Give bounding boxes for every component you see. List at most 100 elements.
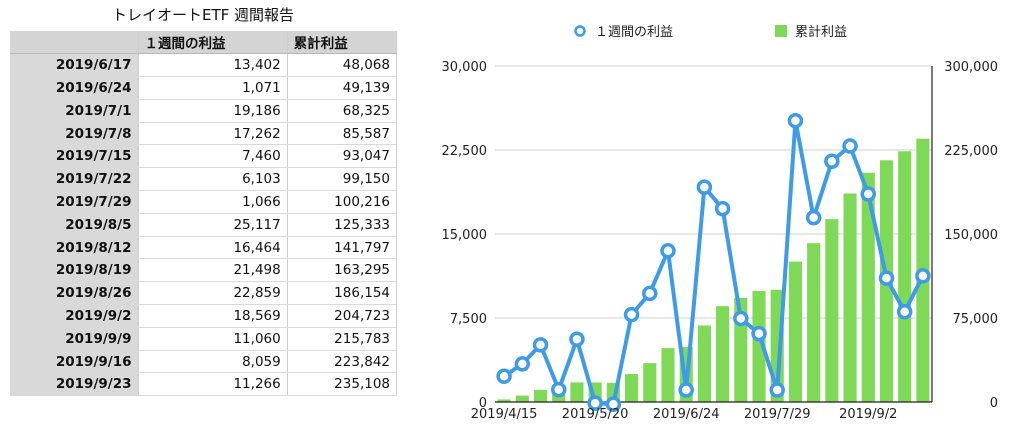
row-weekly-profit: 6,103	[138, 167, 288, 192]
bar	[716, 306, 730, 402]
table-row: 2019/7/22 6,103 99,150	[10, 167, 398, 192]
line-point	[769, 382, 785, 398]
row-date: 2019/8/5	[10, 213, 139, 237]
line-point	[696, 179, 713, 195]
legend-bar-swatch	[775, 25, 787, 37]
table-row: 2019/9/9 11,060 215,783	[10, 327, 398, 351]
bar	[515, 395, 529, 402]
bar	[697, 325, 711, 402]
line-point	[915, 268, 931, 284]
bar	[625, 374, 639, 402]
legend-line-marker	[574, 25, 586, 37]
line-point	[496, 368, 512, 384]
y-left-tick-label: 22,500	[442, 144, 488, 159]
row-cumulative-profit: 85,587	[287, 122, 398, 146]
row-weekly-profit: 17,262	[138, 122, 288, 146]
line-point	[623, 306, 640, 323]
line-point	[824, 153, 840, 169]
bar	[643, 363, 657, 402]
table-header-row: １週間の利益 累計利益	[10, 31, 398, 55]
table-row: 2019/6/17 13,402 48,068	[10, 53, 398, 78]
row-weekly-profit: 21,498	[138, 258, 288, 283]
row-date: 2019/8/12	[10, 236, 139, 260]
x-tick-label: 2019/9/2	[839, 407, 897, 422]
bar	[898, 151, 912, 402]
row-weekly-profit: 22,859	[138, 281, 288, 306]
weekly-report-table: １週間の利益 累計利益 2019/6/17 13,402 48,068 2019/6/…	[10, 31, 398, 397]
table-row: 2019/8/26 22,859 186,154	[10, 281, 398, 306]
table-row: 2019/8/12 16,464 141,797	[10, 236, 398, 260]
line-point	[751, 325, 767, 342]
row-cumulative-profit: 163,295	[287, 258, 398, 283]
row-date: 2019/9/16	[10, 350, 139, 374]
y-left-tick-label: 15,000	[442, 228, 488, 243]
y-right-tick-label: 150,000	[944, 228, 998, 243]
row-cumulative-profit: 223,842	[287, 350, 398, 374]
row-date: 2019/9/9	[10, 327, 139, 351]
row-weekly-profit: 11,266	[138, 372, 288, 397]
line-point	[514, 356, 531, 372]
row-cumulative-profit: 186,154	[287, 281, 398, 306]
bar	[807, 243, 821, 402]
y-right-tick-label: 300,000	[944, 60, 998, 75]
row-weekly-profit: 25,117	[138, 213, 288, 237]
table-row: 2019/9/2 18,569 204,723	[10, 304, 398, 328]
line-point	[587, 395, 603, 411]
bar	[843, 193, 857, 402]
row-date: 2019/7/22	[10, 167, 139, 192]
bar	[497, 399, 511, 402]
row-date: 2019/6/17	[10, 53, 139, 78]
y-right-tick-label: 0	[990, 396, 998, 411]
line-point	[805, 209, 822, 226]
row-date: 2019/9/2	[10, 304, 139, 328]
y-left-tick-label: 7,500	[450, 312, 487, 327]
line-point	[605, 396, 622, 412]
x-tick-label: 2019/7/29	[744, 407, 811, 422]
row-date: 2019/7/29	[10, 190, 139, 214]
line-point	[678, 382, 694, 398]
row-date: 2019/7/15	[10, 144, 139, 169]
row-date: 2019/7/1	[10, 99, 139, 123]
row-cumulative-profit: 93,047	[287, 144, 398, 169]
table-row: 2019/7/1 19,186 68,325	[10, 99, 398, 123]
bar	[570, 382, 584, 402]
y-left-tick-label: 0	[479, 396, 487, 411]
row-cumulative-profit: 204,723	[287, 304, 398, 328]
table-title: トレイオートETF 週間報告	[111, 6, 295, 24]
row-weekly-profit: 1,071	[138, 76, 288, 100]
bar	[661, 348, 675, 402]
line-point	[569, 331, 585, 348]
row-cumulative-profit: 235,108	[287, 372, 398, 397]
bar	[825, 219, 839, 402]
header-cumulative-profit: 累計利益	[287, 31, 398, 55]
row-cumulative-profit: 141,797	[287, 236, 398, 260]
row-weekly-profit: 16,464	[138, 236, 288, 260]
line-point	[733, 310, 749, 327]
table-row: 2019/7/15 7,460 93,047	[10, 144, 398, 169]
y-right-tick-label: 225,000	[944, 144, 998, 159]
line-point	[787, 112, 804, 129]
row-cumulative-profit: 49,139	[287, 76, 398, 100]
y-left-tick-label: 30,000	[442, 60, 488, 75]
line-point	[878, 270, 895, 286]
row-date: 2019/7/8	[10, 122, 139, 146]
table-row: 2019/6/24 1,071 49,139	[10, 76, 398, 100]
row-cumulative-profit: 125,333	[287, 213, 398, 237]
y-right-tick-label: 75,000	[953, 312, 999, 327]
table-row: 2019/8/5 25,117 125,333	[10, 213, 398, 237]
line-point	[550, 381, 567, 398]
bar	[533, 389, 548, 402]
profit-chart: 0 7,500 15,000 22,500 30,000 0 75,000 150,000 22…	[442, 24, 999, 422]
line-point	[842, 138, 858, 154]
row-date: 2019/9/23	[10, 372, 139, 397]
row-weekly-profit: 1,066	[138, 190, 288, 214]
line-point	[860, 186, 877, 202]
line-point	[532, 337, 549, 353]
row-cumulative-profit: 99,150	[287, 167, 398, 192]
row-weekly-profit: 13,402	[138, 53, 288, 78]
table-row: 2019/9/23 11,266 235,108	[10, 372, 398, 397]
bar	[861, 172, 875, 402]
x-tick-label: 2019/5/20	[562, 407, 629, 422]
row-weekly-profit: 8,059	[138, 350, 288, 374]
row-date: 2019/6/24	[10, 76, 139, 100]
